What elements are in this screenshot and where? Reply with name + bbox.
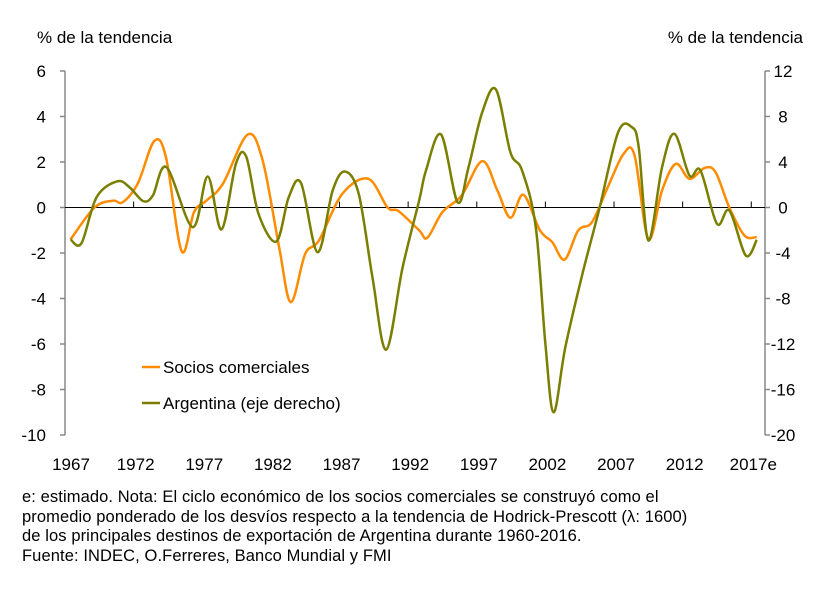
right-tick-label: 0 (778, 199, 787, 218)
left-axis-title: % de la tendencia (37, 28, 173, 47)
right-tick-label: 4 (778, 153, 787, 172)
left-tick-label: -4 (31, 290, 46, 309)
right-tick-label: -16 (771, 381, 796, 400)
footnote-line: promedio ponderado de los desvíos respec… (22, 507, 688, 526)
right-tick-label: -12 (771, 335, 796, 354)
x-tick-label: 2002 (528, 455, 566, 474)
x-tick-label: 2012 (666, 455, 704, 474)
right-tick-label: -4 (775, 244, 790, 263)
series-line-argentina (69, 86, 758, 414)
legend: Socios comerciales Argentina (eje derech… (142, 358, 341, 413)
footnote-source: Fuente: INDEC, O.Ferreres, Banco Mundial… (22, 546, 392, 565)
footnote-line: e: estimado. Nota: El ciclo económico de… (22, 488, 659, 506)
left-tick-label: -10 (21, 426, 46, 445)
right-tick-label: -20 (771, 426, 796, 445)
x-tick-label: 1972 (117, 455, 155, 474)
footnote: e: estimado. Nota: El ciclo económico de… (22, 488, 822, 566)
left-tick-label: 2 (37, 153, 46, 172)
x-tick-label: 1982 (254, 455, 292, 474)
left-tick-label: 4 (37, 108, 46, 127)
legend-label-socios: Socios comerciales (163, 358, 309, 377)
footnote-line: de los principales destinos de exportaci… (22, 527, 582, 545)
x-tick-label: 1987 (323, 455, 361, 474)
right-tick-label: 12 (774, 62, 793, 81)
x-tick-label: 1977 (185, 455, 223, 474)
legend-label-argentina: Argentina (eje derecho) (163, 394, 341, 413)
series-line-socios-comerciales (69, 132, 757, 304)
right-axis-title: % de la tendencia (668, 28, 804, 47)
x-tick-label: 2007 (597, 455, 635, 474)
left-tick-label: 6 (37, 62, 46, 81)
left-tick-label: 0 (37, 199, 46, 218)
x-tick-label: 1992 (391, 455, 429, 474)
x-tick-label: 1997 (460, 455, 498, 474)
x-tick-label: 2017e (730, 455, 777, 474)
left-tick-label: -2 (31, 244, 46, 263)
left-tick-label: -8 (31, 381, 46, 400)
right-tick-label: -8 (775, 290, 790, 309)
left-tick-label: -6 (31, 335, 46, 354)
x-tick-label: 1967 (52, 455, 90, 474)
right-tick-label: 8 (778, 108, 787, 127)
